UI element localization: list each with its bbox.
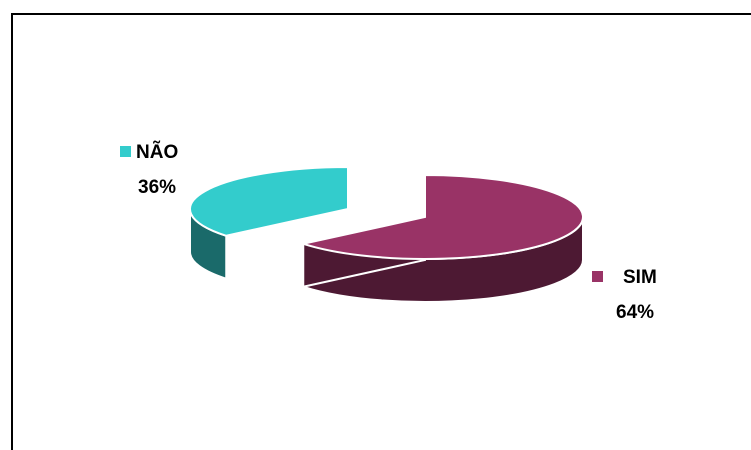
category-sim: SIM (623, 267, 657, 288)
legend-swatch-nao (120, 146, 131, 157)
legend-swatch-sim (592, 271, 603, 282)
percent-label-sim: 64% (616, 302, 655, 323)
percent-label-nao: 36% (138, 177, 177, 198)
label-nao: NÃO (120, 142, 178, 164)
slice-nao (189, 165, 349, 237)
slice-sim (299, 173, 584, 260)
category-nao: NÃO (136, 142, 179, 163)
label-sim: SIM (592, 267, 657, 289)
